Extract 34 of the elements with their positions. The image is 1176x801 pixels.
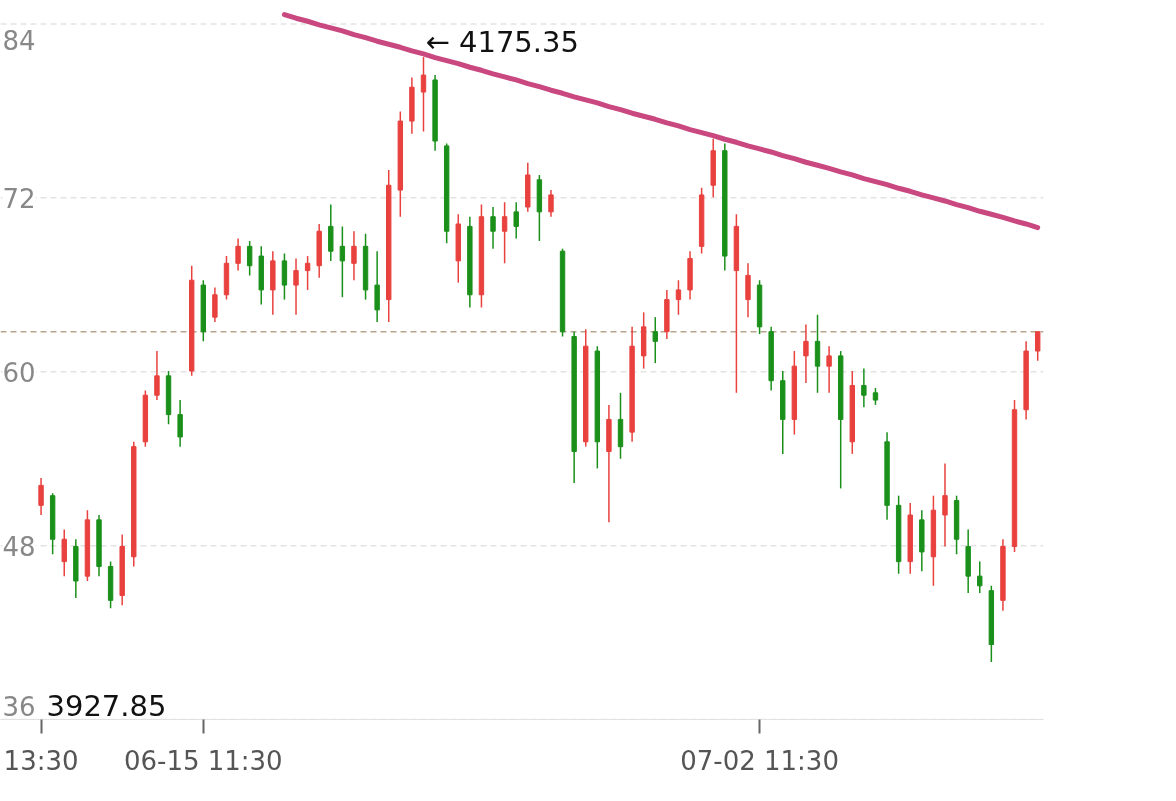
candlestick: [212, 286, 218, 323]
candlestick: [861, 367, 867, 409]
annotation: 36: [2, 691, 36, 722]
candlestick: [675, 279, 682, 316]
candlestick: [803, 323, 809, 384]
annotation: 72: [2, 183, 36, 214]
candlestick: [339, 225, 346, 298]
candlestick: [61, 528, 67, 577]
candlestick: [177, 399, 183, 448]
candlestick: [38, 477, 44, 516]
candlestick: [351, 230, 357, 281]
x-tick-label: 13:30: [3, 745, 79, 776]
candlestick: [304, 255, 311, 291]
annotation: 60: [2, 357, 36, 388]
candlestick: [154, 350, 160, 401]
candlestick: [942, 462, 948, 548]
annotation: 84: [2, 25, 36, 56]
x-tick-label: 07-02 11:30: [680, 745, 839, 776]
candlestick: [652, 316, 658, 364]
candlestick: [490, 206, 496, 250]
annotation: 48: [2, 531, 36, 562]
x-tick-label: 06-15 11:30: [123, 745, 283, 776]
candlestick: [293, 257, 299, 316]
candlestick: [826, 345, 832, 394]
candlestick: [420, 56, 427, 133]
candlestick: [513, 201, 519, 240]
candlestick: [977, 560, 983, 594]
text: 3927.85: [46, 688, 167, 723]
candlestick: [501, 201, 508, 265]
candlestick: [246, 240, 253, 277]
candlestick: [235, 237, 241, 272]
annotation: ← 4175.35: [425, 24, 579, 59]
candlestick: [548, 189, 554, 218]
candlestick: [1035, 330, 1041, 362]
